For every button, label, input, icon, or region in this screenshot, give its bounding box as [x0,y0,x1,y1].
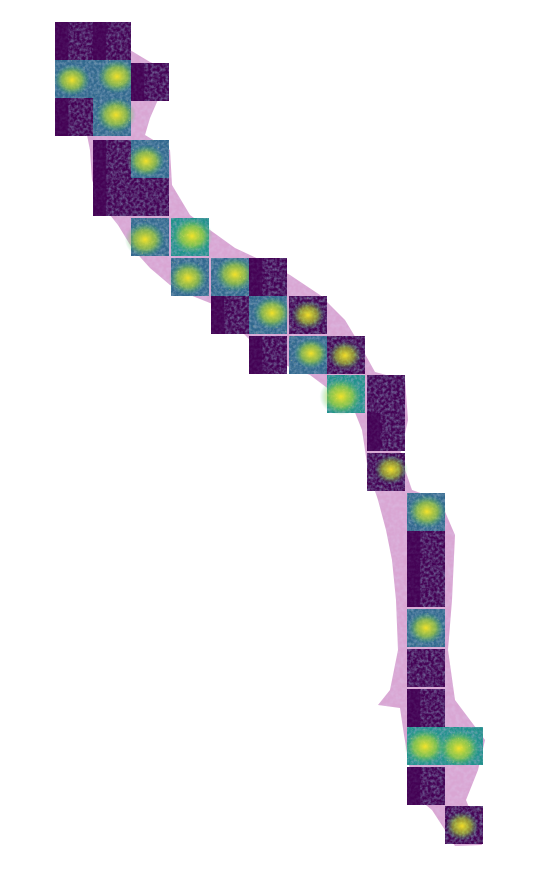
heatmap-tile [55,22,93,60]
heatmap-tile-speckle [445,727,483,765]
heatmap-tile-speckle [367,453,405,491]
heatmap-tile-speckle [249,296,287,334]
heatmap-tile [55,98,93,136]
heatmap-tile [289,336,329,374]
heatmap-tile-speckle [327,375,365,413]
heatmap-cold-edge [131,63,145,101]
heatmap-tile [124,218,169,257]
heatmap-tile [127,140,169,178]
heatmap-tile [93,178,131,216]
heatmap-tile-speckle [93,60,131,98]
heatmap-tile [407,609,445,647]
heatmap-tile [93,97,137,136]
heatmap-tile [407,493,447,531]
heatmap-tile-speckle [407,493,445,531]
heatmap-tile-texture [367,375,405,413]
heatmap-tile-speckle [211,258,249,296]
heatmap-tiles [53,22,483,844]
heatmap-cold-edge [55,98,69,136]
heatmap-tile [438,727,483,767]
heatmap-tile [249,258,287,296]
heatmap-tile [407,689,445,727]
heatmap-tile-speckle [289,336,327,374]
heatmap-tile [249,296,291,334]
heatmap-tile [171,217,213,256]
heatmap-tile [249,336,287,374]
heatmap-tile [289,296,327,334]
heatmap-tile [407,531,445,569]
heatmap-tile [407,569,445,607]
heatmap-tile-speckle [289,296,327,334]
heatmap-cold-edge [93,140,107,178]
heatmap-cold-edge [93,178,107,216]
heatmap-tile [93,59,137,98]
heatmap-cold-edge [407,767,421,805]
heatmap-tile-speckle [131,140,169,178]
heatmap-cold-edge [407,531,421,569]
heatmap-tile [407,649,445,687]
heatmap-tile-texture [131,178,169,216]
heatmap-tile [93,140,131,178]
heatmap-tile-speckle [55,60,93,98]
heatmap-tile [407,767,445,805]
heatmap-tile [93,22,131,60]
heatmap-tile-speckle [93,98,131,136]
heatmap-tile-speckle [171,218,209,256]
heatmap-tile [367,375,405,413]
heatmap-cold-edge [367,413,381,451]
heatmap-tile [319,375,365,416]
heatmap-tile [367,413,405,451]
heatmap-cold-edge [407,689,421,727]
heatmap-cold-edge [407,569,421,607]
heatmap-tile [131,63,169,101]
heatmap-cold-edge [211,296,225,334]
heatmap-cold-edge [249,336,263,374]
heatmap-tile-speckle [327,336,365,374]
heatmap-tile [211,296,249,334]
heatmap-cold-edge [55,22,69,60]
heatmap-tile [131,178,169,216]
heatmap-tile [53,60,93,98]
heatmap-tile [367,453,408,491]
heatmap-cold-edge [93,22,107,60]
heatmap-tile-speckle [131,218,169,256]
heatmap-tile-texture [407,649,445,687]
heatmap-tile [211,257,256,296]
heatmap-tile [168,258,209,296]
heatmap-tile [445,806,483,844]
heatmap-tile [327,336,365,374]
heatmap-tile-speckle [407,609,445,647]
heatmap-tile-speckle [445,806,483,844]
heatmap-cold-edge [249,258,263,296]
heatmap-tile-speckle [171,258,209,296]
